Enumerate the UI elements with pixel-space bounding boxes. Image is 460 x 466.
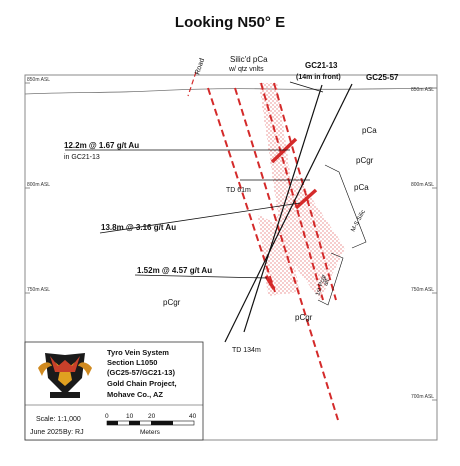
pcgr-bottom-label: pCgr <box>295 313 313 322</box>
scale-tick-20: 20 <box>148 413 156 420</box>
td134-label: TD 134m <box>232 347 261 354</box>
scale-tick-40: 40 <box>189 413 197 420</box>
topography-line <box>24 87 438 95</box>
fault-west <box>207 87 276 293</box>
pcgr-alteration-zone <box>258 215 300 296</box>
pcgr-left-label: pCgr <box>163 298 181 307</box>
elev-right-700: 700m ASL <box>411 394 434 400</box>
gc21-13-label: GC21-13 <box>305 61 338 70</box>
scale-unit: Meters <box>140 429 161 436</box>
silic-pca-label: Silic'd pCa <box>230 55 268 64</box>
map-author: By: RJ <box>63 429 84 436</box>
legend-line-2: Section L1050 <box>107 358 157 367</box>
scale-tick-0: 0 <box>105 413 109 420</box>
intercept-leader-2 <box>99 202 301 234</box>
intercept-highlight-2 <box>294 188 318 210</box>
elevation-ticks <box>25 82 437 401</box>
ms-silic-bracket <box>324 164 367 249</box>
contact-east <box>273 82 337 301</box>
road-label: Road <box>194 57 206 75</box>
silicified-zone <box>259 83 296 222</box>
elev-left-850: 850m ASL <box>27 77 50 83</box>
gc25-57-label: GC25-57 <box>366 73 399 82</box>
pcgr-upper-label: pCgr <box>356 156 374 165</box>
ms-silic-label: M-S Silic <box>350 209 366 233</box>
elev-left-750: 750m ASL <box>27 287 50 293</box>
alt-label: alt. <box>323 277 331 287</box>
intercept-label-3: 1.52m @ 4.57 g/t Au <box>137 266 212 275</box>
legend-line-5: Mohave Co., AZ <box>107 390 163 399</box>
gc21-13-sublabel: (14m in front) <box>296 74 341 81</box>
silic-pca-sublabel: w/ qtz vnlts <box>228 66 264 73</box>
intercept-sublabel-1: in GC21-13 <box>64 154 100 161</box>
intercept-highlight-1 <box>270 137 298 164</box>
contact-west <box>260 82 324 301</box>
intercept-leader-3 <box>134 274 268 279</box>
intercept-highlight-3 <box>264 275 276 290</box>
company-logo <box>38 353 92 398</box>
scale-bar <box>106 420 195 426</box>
intercept-label-2: 13.8m @ 3.16 g/t Au <box>101 223 176 232</box>
section-frame <box>24 74 438 441</box>
map-date: June 2025 <box>30 429 63 436</box>
elev-left-800: 800m ASL <box>27 182 50 188</box>
legend-line-1: Tyro Vein System <box>107 348 169 357</box>
scale-tick-10: 10 <box>126 413 134 420</box>
gc21-13-leader <box>289 81 324 93</box>
pca-mid-label: pCa <box>354 183 369 192</box>
td61-label: TD 61m <box>226 187 251 194</box>
fault-central <box>234 87 339 421</box>
scale-ratio: Scale: 1:1,000 <box>36 416 81 423</box>
intercept-label-1: 12.2m @ 1.67 g/t Au <box>64 141 139 150</box>
legend-line-4: Gold Chain Project, <box>107 379 177 388</box>
elev-right-850: 850m ASL <box>411 87 434 93</box>
first-pcgr-bracket <box>317 252 344 306</box>
section-title: Looking N50° E <box>174 14 286 31</box>
pca-upper-label: pCa <box>362 126 377 135</box>
drillhole-gc25-57 <box>224 83 353 343</box>
road-marker <box>187 71 197 97</box>
legend-line-3: (GC25-57/GC21-13) <box>107 368 175 377</box>
elev-right-750: 750m ASL <box>411 287 434 293</box>
drillhole-gc21-13 <box>243 84 323 333</box>
elev-right-800: 800m ASL <box>411 182 434 188</box>
